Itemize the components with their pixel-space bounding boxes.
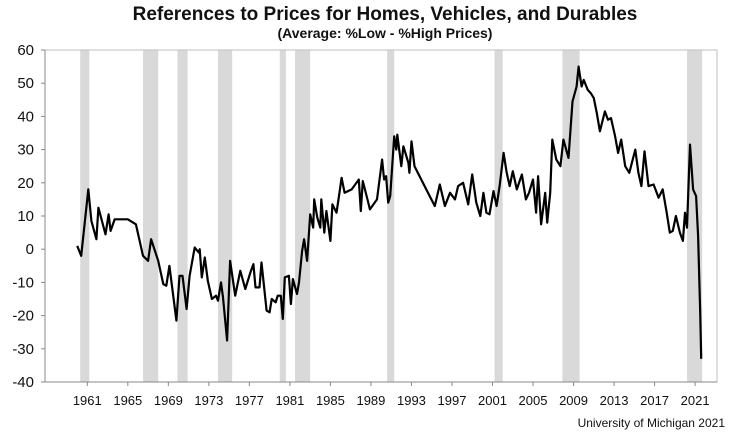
x-tick-label: 1985: [316, 393, 345, 408]
y-axis: 60 50 40 30 20 10 0 -10 -20 -30 -40: [12, 42, 46, 391]
series-line: [76, 65, 703, 359]
x-axis: 1961 1965 1969 1973 1977 1981 1985 1989 1993 1997…: [45, 381, 717, 408]
recession-band: [387, 50, 395, 382]
x-tick-label: 1989: [356, 393, 385, 408]
x-tick-label: 1997: [438, 393, 467, 408]
y-tick-label: -10: [12, 274, 34, 291]
y-tick-label: -30: [12, 341, 34, 358]
recession-band: [279, 50, 286, 382]
y-tick-label: -20: [12, 308, 34, 325]
chart-subtitle: (Average: %Low - %High Prices): [278, 25, 493, 41]
recession-band: [562, 50, 580, 382]
y-tick-label: 20: [17, 175, 34, 192]
x-tick-label: 1981: [275, 393, 304, 408]
recession-band: [494, 50, 503, 382]
y-tick-label: 50: [17, 75, 34, 92]
recession-band: [177, 50, 188, 382]
recession-band: [294, 50, 311, 382]
y-tick-label: 0: [26, 241, 34, 258]
recession-band: [686, 50, 703, 382]
x-tick-label: 1961: [73, 393, 102, 408]
source-note: University of Michigan 2021: [578, 416, 726, 430]
x-tick-label: 1969: [154, 393, 183, 408]
x-tick-label: 2001: [478, 393, 507, 408]
recession-bands: [80, 50, 703, 382]
y-tick-label: 60: [17, 42, 34, 59]
x-tick-label: 2009: [559, 393, 588, 408]
x-tick-label: 2021: [681, 393, 710, 408]
y-tick-label: 30: [17, 142, 34, 159]
x-tick-label: 1977: [235, 393, 264, 408]
x-tick-label: 1965: [113, 393, 142, 408]
recession-band: [143, 50, 159, 382]
x-tick-label: 2017: [640, 393, 669, 408]
y-tick-label: 40: [17, 108, 34, 125]
x-tick-label: 1993: [397, 393, 426, 408]
x-tick-label: 2005: [519, 393, 548, 408]
x-tick-label: 1973: [194, 393, 223, 408]
recession-band: [217, 50, 233, 382]
y-tick-label: 10: [17, 208, 34, 225]
y-tick-label: -40: [12, 374, 34, 391]
x-tick-label: 2013: [600, 393, 629, 408]
chart-title: References to Prices for Homes, Vehicles…: [133, 4, 638, 25]
